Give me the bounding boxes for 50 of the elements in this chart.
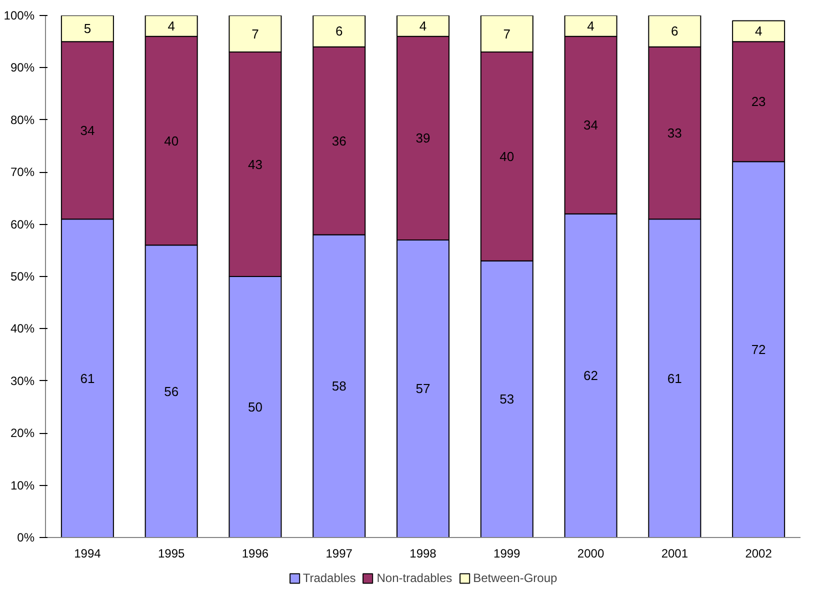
legend-label: Non-tradables (376, 571, 452, 585)
data-label: 40 (500, 148, 514, 164)
data-label: 61 (80, 370, 95, 386)
data-label: 53 (500, 392, 514, 407)
data-label: 34 (584, 118, 598, 133)
x-tick-label: 2002 (745, 546, 772, 560)
y-tick-label: 40% (10, 322, 35, 336)
y-tick-label: 70% (10, 165, 35, 180)
data-label: 23 (751, 94, 766, 110)
data-label: 62 (584, 368, 598, 384)
data-label: 6 (335, 24, 343, 39)
data-label: 36 (332, 133, 346, 148)
data-label: 4 (168, 18, 175, 34)
y-tick-label: 50% (10, 270, 35, 284)
data-label: 56 (164, 384, 179, 399)
data-label: 34 (80, 122, 95, 138)
data-label: 4 (754, 24, 762, 39)
data-label: 4 (587, 18, 594, 34)
y-tick-label: 20% (10, 426, 35, 440)
data-label: 57 (416, 381, 430, 396)
data-label: 40 (164, 133, 179, 148)
legend-label: Between-Group (473, 571, 558, 585)
y-tick-label: 60% (10, 217, 35, 232)
data-label: 43 (248, 156, 262, 172)
data-label: 58 (332, 378, 346, 394)
data-label: 7 (503, 26, 511, 42)
y-tick-label: 30% (10, 374, 35, 388)
x-tick-label: 1994 (74, 546, 102, 560)
x-tick-label: 1997 (326, 546, 353, 560)
data-label: 72 (751, 342, 766, 358)
x-tick-label: 1998 (410, 546, 437, 560)
y-tick-label: 0% (17, 530, 35, 544)
y-tick-label: 80% (10, 112, 35, 127)
y-tick-label: 100% (4, 8, 35, 22)
y-tick-label: 10% (10, 478, 35, 492)
x-tick-label: 1995 (158, 546, 186, 560)
x-tick-label: 2000 (577, 546, 604, 560)
data-label: 61 (667, 370, 682, 386)
data-label: 5 (84, 21, 92, 36)
y-tick-label: 90% (10, 60, 35, 75)
x-tick-label: 2001 (661, 546, 688, 560)
legend-label: Tradables (302, 571, 356, 585)
data-label: 50 (248, 400, 262, 414)
data-label: 6 (671, 24, 678, 39)
x-tick-label: 1996 (242, 546, 269, 560)
data-label: 33 (667, 125, 682, 140)
data-label: 7 (252, 26, 259, 42)
data-label: 4 (419, 18, 427, 34)
data-label: 39 (416, 130, 430, 146)
x-tick-label: 1999 (494, 546, 521, 560)
